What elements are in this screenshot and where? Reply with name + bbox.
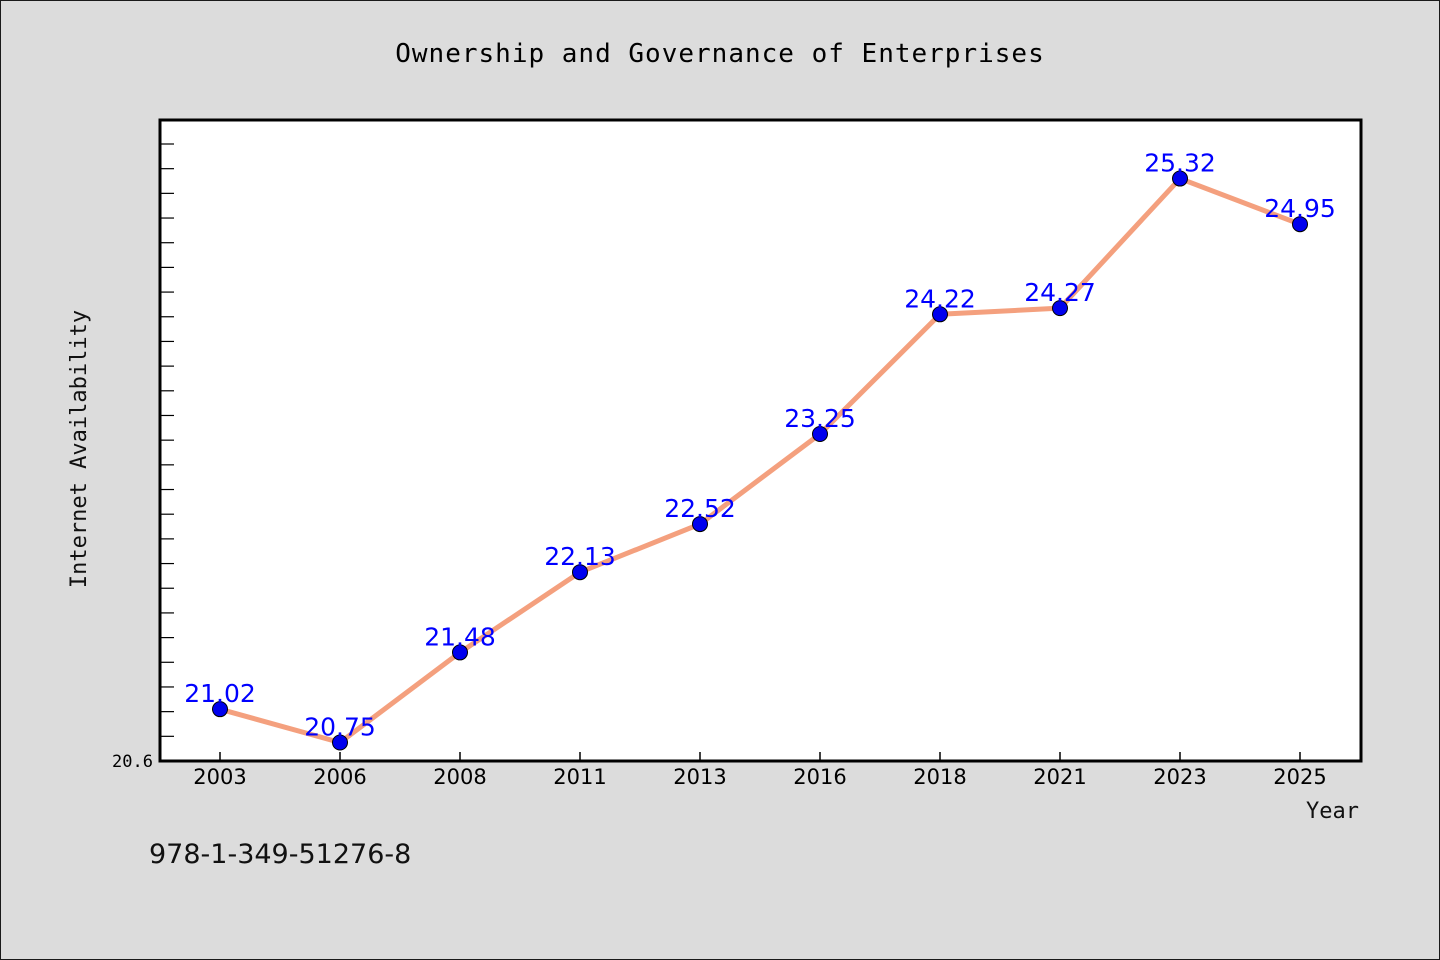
x-tick-label-2013: 2013 [673, 765, 726, 789]
data-label-2025: 24.95 [1264, 194, 1336, 223]
data-point-2018 [932, 306, 948, 323]
data-point-2025 [1292, 216, 1308, 233]
chart-title: Ownership and Governance of Enterprises [395, 39, 1044, 69]
series-line [217, 176, 1303, 745]
data-label-2023: 25.32 [1144, 149, 1216, 178]
x-tick-label-2025: 2025 [1273, 765, 1326, 789]
data-label-2006: 20.75 [304, 712, 376, 741]
x-tick-label-2003: 2003 [193, 765, 246, 789]
data-point-2006 [332, 734, 348, 751]
data-point-2023 [1172, 170, 1188, 187]
data-point-2011 [572, 564, 588, 581]
x-tick-label-2018: 2018 [913, 765, 966, 789]
x-axis-label: Year [1306, 799, 1359, 824]
y-axis-ticks [160, 143, 174, 737]
data-point-2003 [212, 701, 228, 718]
data-label-2013: 22.52 [664, 494, 736, 523]
y-tick-label-min: 20.6 [112, 752, 153, 772]
x-tick-label-2021: 2021 [1033, 765, 1086, 789]
data-label-2021: 24.27 [1024, 278, 1096, 307]
data-label-2011: 22.13 [544, 542, 616, 571]
data-labels: 21.02 20.75 21.48 22.13 22.52 23.25 24.22 24.27… [184, 149, 1336, 742]
plot-border [158, 118, 1363, 763]
x-axis-tick-labels: 2003 2006 2008 2011 2013 2016 2018 2021 2023 2025 [193, 765, 1326, 789]
x-tick-label-2023: 2023 [1153, 765, 1206, 789]
data-label-2018: 24.22 [904, 284, 976, 313]
isbn-text: 978-1-349-51276-8 [149, 839, 411, 870]
plot-area [160, 120, 1361, 761]
y-axis-label: Internet Availability [67, 310, 92, 588]
x-tick-label-2011: 2011 [553, 765, 606, 789]
data-label-2016: 23.25 [784, 404, 856, 433]
data-point-2021 [1052, 300, 1068, 317]
data-label-2008: 21.48 [424, 622, 496, 651]
data-point-2016 [812, 425, 828, 442]
series-markers [212, 170, 1308, 751]
data-point-2008 [452, 644, 468, 661]
x-tick-label-2006: 2006 [313, 765, 366, 789]
data-label-2003: 21.02 [184, 679, 256, 708]
data-point-2013 [692, 516, 708, 533]
x-tick-label-2016: 2016 [793, 765, 846, 789]
x-tick-label-2008: 2008 [433, 765, 486, 789]
